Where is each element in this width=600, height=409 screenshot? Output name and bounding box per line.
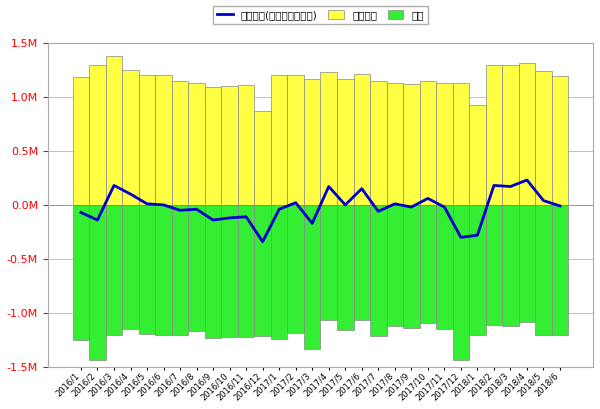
Bar xyxy=(304,79,320,205)
雇用状況(新規雇用－失業) xyxy=(226,216,233,220)
Bar xyxy=(552,76,568,205)
Bar xyxy=(320,205,337,319)
Bar xyxy=(221,86,238,205)
Bar xyxy=(205,87,221,205)
Bar xyxy=(304,205,320,349)
雇用状況(新規雇用－失業) xyxy=(209,218,217,222)
Bar xyxy=(419,81,436,205)
Bar xyxy=(353,74,370,205)
Bar xyxy=(287,75,304,205)
雇用状況(新規雇用－失業) xyxy=(391,201,398,206)
雇用状況(新規雇用－失業) xyxy=(408,204,415,209)
Bar xyxy=(469,106,485,205)
Bar xyxy=(519,63,535,205)
Bar xyxy=(172,205,188,335)
雇用状況(新規雇用－失業) xyxy=(176,208,184,213)
Bar xyxy=(205,205,221,338)
雇用状況(新規雇用－失業) xyxy=(556,204,563,209)
雇用状況(新規雇用－失業) xyxy=(490,183,497,188)
雇用状況(新規雇用－失業) xyxy=(523,178,530,182)
雇用状況(新規雇用－失業) xyxy=(308,221,316,226)
雇用状況(新規雇用－失業) xyxy=(292,200,299,205)
Bar xyxy=(485,205,502,325)
Bar xyxy=(469,205,485,335)
雇用状況(新規雇用－失業) xyxy=(325,184,332,189)
雇用状況(新規雇用－失業) xyxy=(358,186,365,191)
Bar xyxy=(139,205,155,334)
雇用状況(新規雇用－失業) xyxy=(457,235,464,240)
Bar xyxy=(73,205,89,340)
Bar xyxy=(122,205,139,329)
Bar xyxy=(106,56,122,205)
Bar xyxy=(238,85,254,205)
雇用状況(新規雇用－失業) xyxy=(259,239,266,244)
雇用状況(新規雇用－失業) xyxy=(474,233,481,238)
Bar xyxy=(172,81,188,205)
Bar xyxy=(370,205,386,336)
雇用状況(新規雇用－失業) xyxy=(94,218,101,222)
Bar xyxy=(188,205,205,331)
雇用状況(新規雇用－失業) xyxy=(242,214,250,219)
Bar xyxy=(106,205,122,335)
Bar xyxy=(254,205,271,336)
Bar xyxy=(139,75,155,205)
Bar xyxy=(519,205,535,322)
Bar xyxy=(337,79,353,205)
Bar xyxy=(155,205,172,335)
雇用状況(新規雇用－失業) xyxy=(540,198,547,203)
Bar xyxy=(221,205,238,337)
Bar xyxy=(287,205,304,333)
Bar xyxy=(502,205,519,326)
雇用状況(新規雇用－失業) xyxy=(507,184,514,189)
Bar xyxy=(403,84,419,205)
Bar xyxy=(386,83,403,205)
雇用状況(新規雇用－失業) xyxy=(110,183,118,188)
Bar xyxy=(386,205,403,326)
Bar xyxy=(452,205,469,360)
Bar xyxy=(370,81,386,205)
Bar xyxy=(337,205,353,330)
雇用状況(新規雇用－失業) xyxy=(341,202,349,207)
Bar xyxy=(502,65,519,205)
Bar xyxy=(452,83,469,205)
雇用状況(新規雇用－失業) xyxy=(127,192,134,197)
Bar xyxy=(73,77,89,205)
Bar xyxy=(188,83,205,205)
Bar xyxy=(436,205,452,329)
Bar xyxy=(353,205,370,319)
Bar xyxy=(403,205,419,328)
雇用状況(新規雇用－失業) xyxy=(441,204,448,209)
Bar xyxy=(271,75,287,205)
Bar xyxy=(419,205,436,323)
雇用状況(新規雇用－失業) xyxy=(275,207,283,212)
Bar xyxy=(320,72,337,205)
Bar xyxy=(254,111,271,205)
Bar xyxy=(155,75,172,205)
雇用状況(新規雇用－失業) xyxy=(143,201,151,206)
Line: 雇用状況(新規雇用－失業): 雇用状況(新規雇用－失業) xyxy=(81,180,560,242)
Bar xyxy=(535,205,552,335)
Bar xyxy=(89,65,106,205)
雇用状況(新規雇用－失業) xyxy=(424,196,431,201)
雇用状況(新規雇用－失業) xyxy=(193,207,200,212)
Bar xyxy=(552,205,568,335)
雇用状況(新規雇用－失業) xyxy=(77,210,85,215)
Bar xyxy=(271,205,287,339)
雇用状況(新規雇用－失業) xyxy=(160,202,167,207)
Bar xyxy=(238,205,254,337)
Bar xyxy=(535,71,552,205)
雇用状況(新規雇用－失業) xyxy=(375,209,382,214)
Legend: 雇用状況(新規雇用－失業), 新規雇用, 失業: 雇用状況(新規雇用－失業), 新規雇用, 失業 xyxy=(213,6,428,24)
Bar xyxy=(89,205,106,360)
Bar xyxy=(436,83,452,205)
Bar xyxy=(122,70,139,205)
Bar xyxy=(485,65,502,205)
